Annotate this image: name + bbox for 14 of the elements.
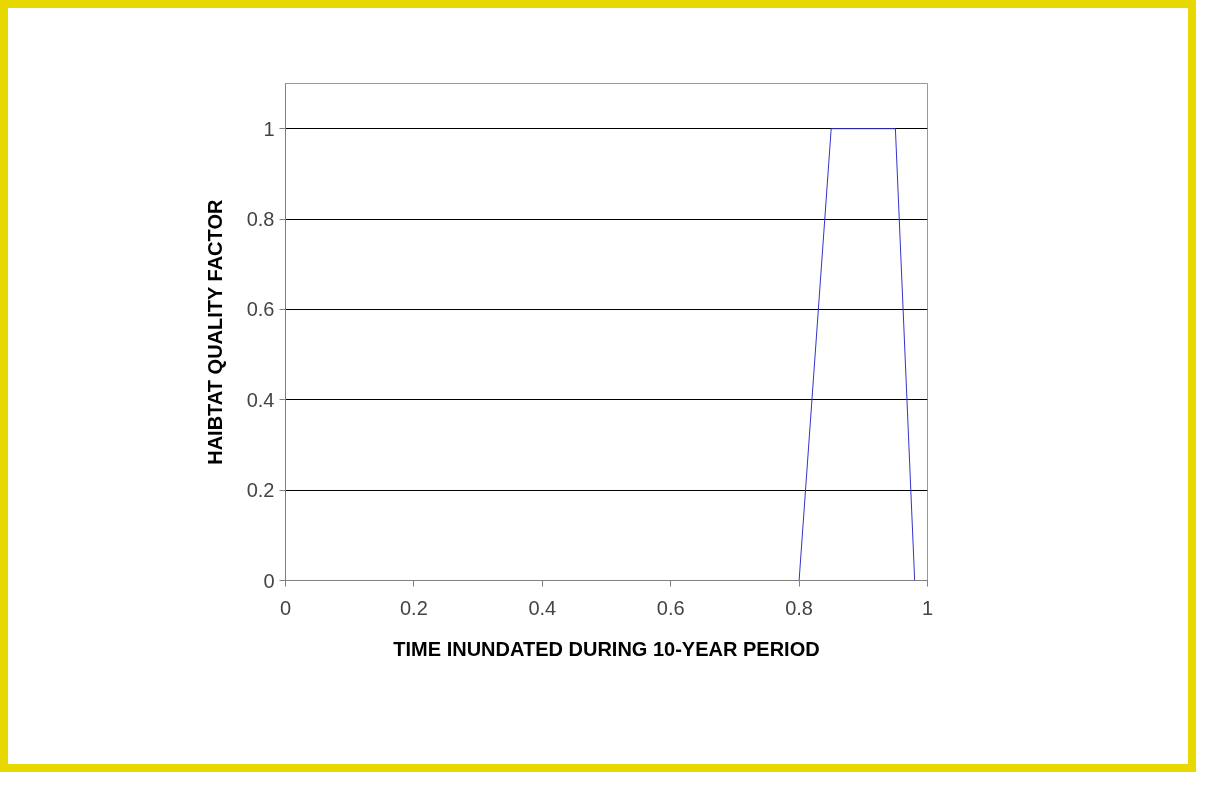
x-tick-label: 0.4 xyxy=(528,596,557,619)
x-tick-label: 1 xyxy=(921,596,934,619)
x-axis-title: TIME INUNDATED DURING 10-YEAR PERIOD xyxy=(393,637,820,660)
y-tick-label: 0.2 xyxy=(246,479,275,502)
x-tick-label: 0.2 xyxy=(400,596,428,619)
y-tick-label: 0.8 xyxy=(246,208,275,231)
y-tick-label: 1 xyxy=(263,117,275,140)
x-tick-label: 0.8 xyxy=(785,596,814,619)
y-axis-title: HAIBTAT QUALITY FACTOR xyxy=(203,199,226,465)
y-tick-label: 0 xyxy=(263,569,275,592)
y-tick-label: 0.6 xyxy=(246,298,275,321)
x-tick-label: 0.6 xyxy=(656,596,685,619)
y-tick-label: 0.4 xyxy=(246,388,275,411)
x-tick-label: 0 xyxy=(279,596,292,619)
